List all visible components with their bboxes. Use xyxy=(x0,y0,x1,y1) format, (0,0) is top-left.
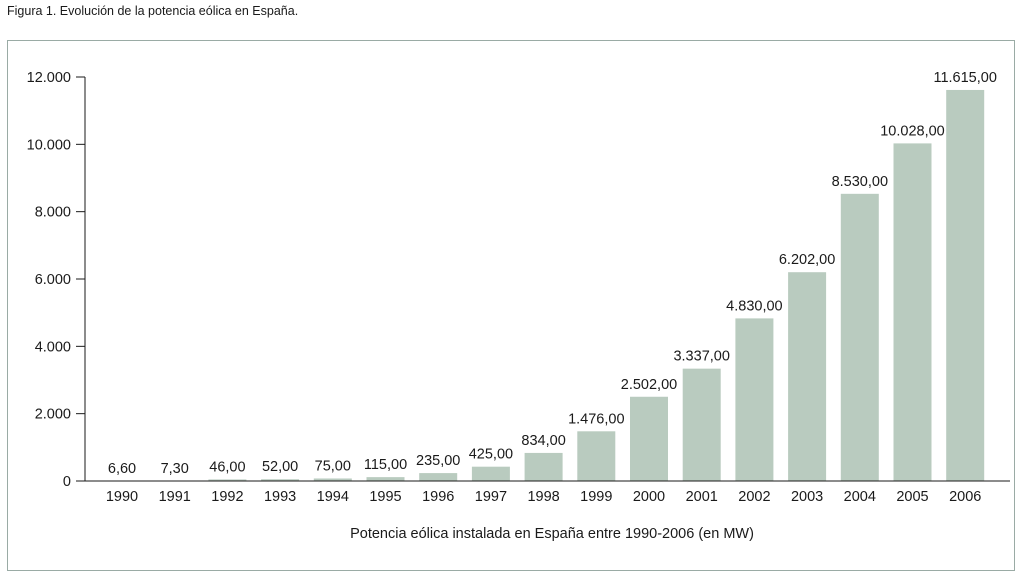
bar-1999 xyxy=(577,431,616,481)
data-label-2003: 6.202,00 xyxy=(779,252,835,268)
y-tick-label: 4.000 xyxy=(35,339,71,355)
x-tick-label-1999: 1999 xyxy=(580,489,612,505)
data-label-1993: 52,00 xyxy=(262,459,298,475)
data-label-2004: 8.530,00 xyxy=(832,174,888,190)
x-tick-label-1995: 1995 xyxy=(369,489,401,505)
chart-frame xyxy=(7,40,1015,571)
bar-1993 xyxy=(261,479,300,481)
bar-1994 xyxy=(313,478,352,481)
x-tick-label-1994: 1994 xyxy=(317,489,349,505)
y-axis: 0 2.000 4.000 6.000 8.000 10.000 12.000 xyxy=(27,70,86,490)
x-tick-label-2005: 2005 xyxy=(896,489,928,505)
x-tick-label-2004: 2004 xyxy=(844,489,876,505)
data-label-2002: 4.830,00 xyxy=(726,298,782,314)
data-label-1991: 7,30 xyxy=(161,461,189,477)
data-label-2006: 11.615,00 xyxy=(933,70,996,86)
y-tick-label: 10.000 xyxy=(27,137,71,153)
data-label-1996: 235,00 xyxy=(416,453,460,469)
data-label-2005: 10.028,00 xyxy=(880,123,945,139)
y-tick-label: 8.000 xyxy=(35,205,71,221)
x-tick-label-2002: 2002 xyxy=(738,489,770,505)
x-tick-label-1996: 1996 xyxy=(422,489,454,505)
x-tick-label-2000: 2000 xyxy=(633,489,665,505)
data-label-1990: 6,60 xyxy=(108,461,136,477)
data-label-2000: 2.502,00 xyxy=(621,377,677,393)
bar-1995 xyxy=(366,477,405,481)
x-tick-label-1993: 1993 xyxy=(264,489,296,505)
data-label-1998: 834,00 xyxy=(521,433,565,449)
bar-2002 xyxy=(735,318,774,481)
bar-2003 xyxy=(788,272,827,481)
x-tick-label-2001: 2001 xyxy=(686,489,718,505)
x-tick-label-1997: 1997 xyxy=(475,489,507,505)
x-tick-label-1990: 1990 xyxy=(106,489,138,505)
bars: 6,60 7,30 46,00 52,00 75,00 115,00 235,00 425,0… xyxy=(103,70,997,481)
data-label-1995: 115,00 xyxy=(364,457,407,473)
y-tick-label: 0 xyxy=(63,474,71,490)
data-label-2001: 3.337,00 xyxy=(673,349,729,365)
bar-2004 xyxy=(840,193,879,481)
data-label-1999: 1.476,00 xyxy=(568,411,624,427)
figure-title: Figura 1. Evolución de la potencia eólic… xyxy=(7,4,299,18)
bar-1996 xyxy=(419,473,458,481)
x-tick-label-2003: 2003 xyxy=(791,489,823,505)
bar-1997 xyxy=(471,466,510,481)
y-tick-label: 12.000 xyxy=(27,70,71,86)
bar-2005 xyxy=(893,143,932,481)
x-axis: 1990 1991 1992 1993 1994 1995 1996 1997 1998 1999… xyxy=(85,480,1010,505)
data-label-1997: 425,00 xyxy=(469,447,513,463)
bar-2001 xyxy=(682,368,721,481)
x-tick-label-2006: 2006 xyxy=(949,489,981,505)
bar-2006 xyxy=(946,89,985,481)
x-tick-label-1992: 1992 xyxy=(211,489,243,505)
bar-2000 xyxy=(630,396,668,481)
data-label-1994: 75,00 xyxy=(315,458,351,474)
x-axis-label: Potencia eólica instalada en España entr… xyxy=(350,526,754,542)
x-tick-label-1998: 1998 xyxy=(527,489,559,505)
y-tick-label: 2.000 xyxy=(35,407,71,423)
y-tick-label: 6.000 xyxy=(35,272,71,288)
bar-1998 xyxy=(524,452,563,481)
x-tick-label-1991: 1991 xyxy=(159,489,191,505)
data-label-1992: 46,00 xyxy=(209,459,245,475)
bar-1992 xyxy=(208,479,247,481)
